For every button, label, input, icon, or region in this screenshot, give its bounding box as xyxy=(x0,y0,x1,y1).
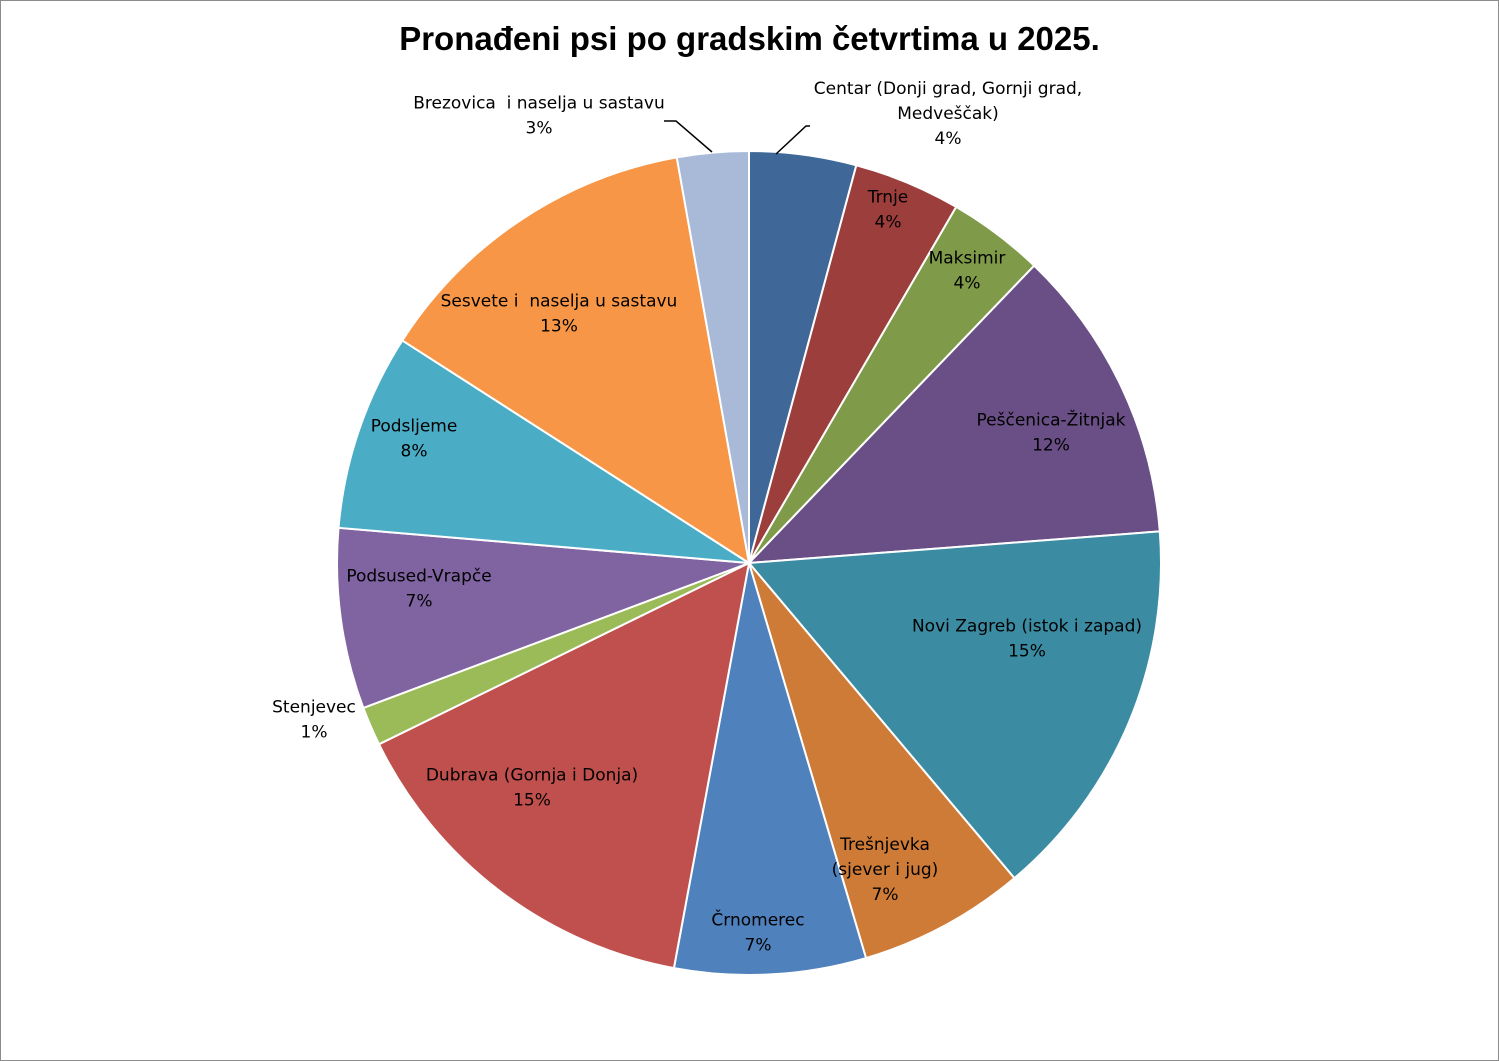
leader-line xyxy=(664,120,713,153)
slice-value-label: 15% xyxy=(513,791,551,811)
slice-name-label: Peščenica-Žitnjak xyxy=(977,409,1126,431)
slice-name-label: Trešnjevka xyxy=(839,835,930,855)
pie-slice-4 xyxy=(746,264,1161,565)
slice-value-label: 13% xyxy=(540,317,578,337)
pie-slice-10 xyxy=(336,526,750,710)
pie-slice-5 xyxy=(746,530,1163,880)
slice-name-label: Podsljeme xyxy=(371,417,458,437)
pie-slice-7 xyxy=(672,562,868,976)
pie-slice-11 xyxy=(337,339,750,564)
slice-name-label: Črnomerec xyxy=(711,909,804,931)
slice-name-label: Brezovica i naselja u sastavu xyxy=(413,94,665,114)
slice-name-label: Dubrava (Gornja i Donja) xyxy=(426,766,638,786)
slice-name-label: Stenjevec xyxy=(272,698,356,718)
slice-value-label: 4% xyxy=(954,274,981,294)
slice-value-label: 1% xyxy=(301,723,328,743)
slice-value-label: 7% xyxy=(872,885,899,905)
slice-value-label: 3% xyxy=(526,119,553,139)
slice-value-label: 7% xyxy=(406,592,433,612)
pie-slice-6 xyxy=(748,562,1016,960)
slice-name-label: (sjever i jug) xyxy=(832,860,939,880)
slice-value-label: 4% xyxy=(875,213,902,233)
slice-labels: Centar (Donji grad, Gornji grad, Medvešča… xyxy=(272,79,1142,956)
slice-name-label: Podsused-Vrapče xyxy=(346,567,491,587)
pie-slices xyxy=(336,149,1163,976)
leader-lines xyxy=(664,120,810,155)
leader-line xyxy=(775,125,810,155)
slice-name-label: Novi Zagreb (istok i zapad) xyxy=(912,617,1142,637)
slice-name-label: Sesvete i naselja u sastavu xyxy=(441,292,678,312)
slice-name-label: Maksimir xyxy=(929,249,1006,269)
slice-value-label: 7% xyxy=(745,936,772,956)
slice-value-label: 4% xyxy=(935,129,962,149)
slice-value-label: 15% xyxy=(1008,642,1046,662)
slice-name-label: Trnje xyxy=(867,188,909,208)
slice-value-label: 12% xyxy=(1032,436,1070,456)
slice-value-label: 8% xyxy=(401,442,428,462)
chart-title: Pronađeni psi po gradskim četvrtima u 20… xyxy=(399,20,1100,57)
slice-name-label: Medveščak) xyxy=(897,104,999,124)
pie-slice-12 xyxy=(400,156,751,566)
pie-slice-8 xyxy=(377,561,751,970)
slice-name-label: Centar (Donji grad, Gornji grad, xyxy=(814,79,1082,99)
pie-slice-13 xyxy=(675,149,750,564)
